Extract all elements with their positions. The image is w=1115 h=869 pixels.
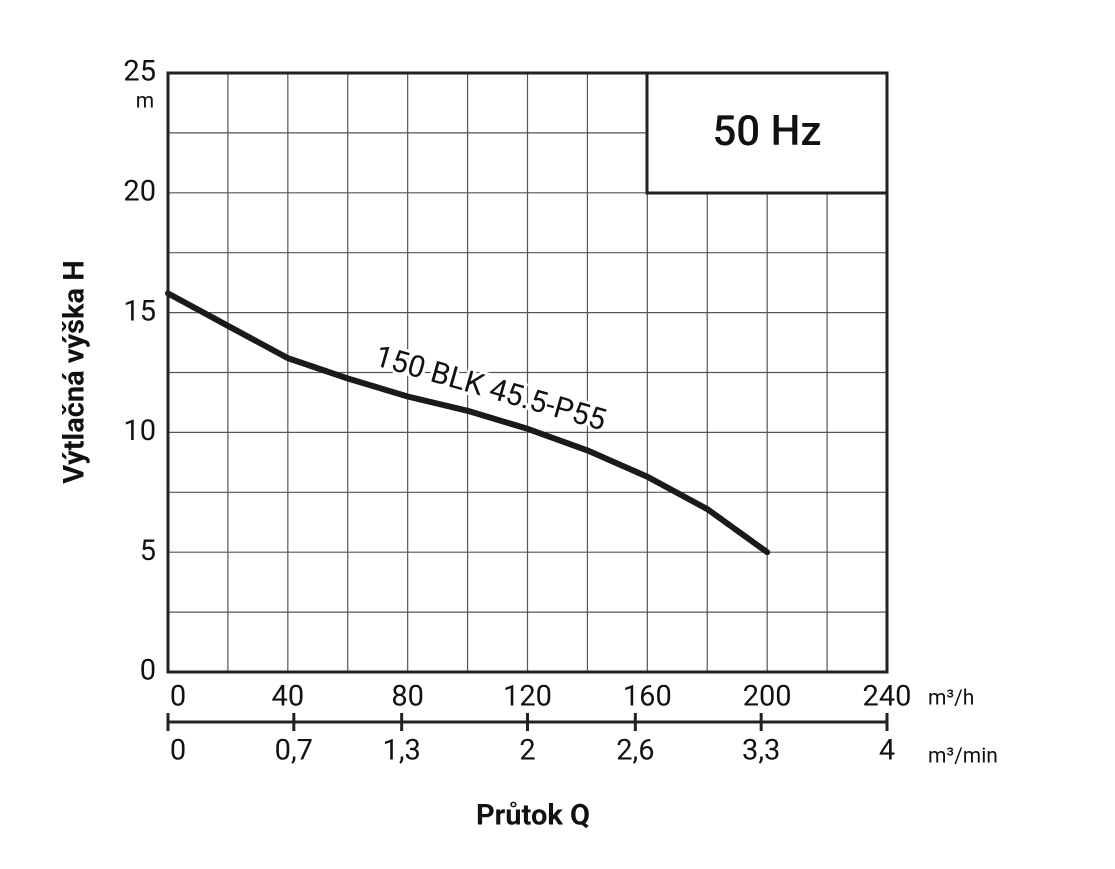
x2-tick-label: 4 — [879, 734, 895, 768]
y-tick-label: 0 — [140, 654, 156, 688]
x-tick-label: 240 — [863, 680, 912, 714]
series-line — [165, 290, 771, 556]
x2-tick-label: 3,3 — [742, 734, 780, 768]
y-tick-label: 20 — [123, 174, 156, 208]
x2-tick-label: 0 — [170, 734, 186, 768]
x-tick-label: 160 — [623, 680, 672, 714]
x2-unit: m³/min — [928, 745, 998, 769]
y-tick-label: 5 — [140, 534, 156, 568]
x-tick-label: 200 — [743, 680, 792, 714]
x-tick-label: 80 — [391, 680, 424, 714]
y-tick-label: 15 — [123, 294, 156, 328]
annotation: 50 Hz — [712, 107, 821, 156]
x-axis-title: Průtok Q — [476, 799, 590, 833]
plot-frame — [166, 71, 889, 674]
y-tick-label: 10 — [123, 414, 156, 448]
x2-tick-label: 2 — [519, 734, 535, 768]
x-unit: m³/h — [928, 687, 974, 711]
annotation-box — [645, 71, 889, 195]
y-axis-title: Výtlačná výška H — [58, 260, 92, 483]
x2-tick-label: 1,3 — [383, 734, 421, 768]
x-tick-label: 40 — [272, 680, 305, 714]
x2-tick-label: 2,6 — [616, 734, 654, 768]
x-tick-label: 0 — [170, 680, 186, 714]
x-tick-label: 120 — [503, 680, 552, 714]
x2-tick-label: 0,7 — [275, 734, 313, 768]
y-tick-label: 25 — [123, 55, 156, 89]
y-unit: m — [136, 90, 154, 114]
